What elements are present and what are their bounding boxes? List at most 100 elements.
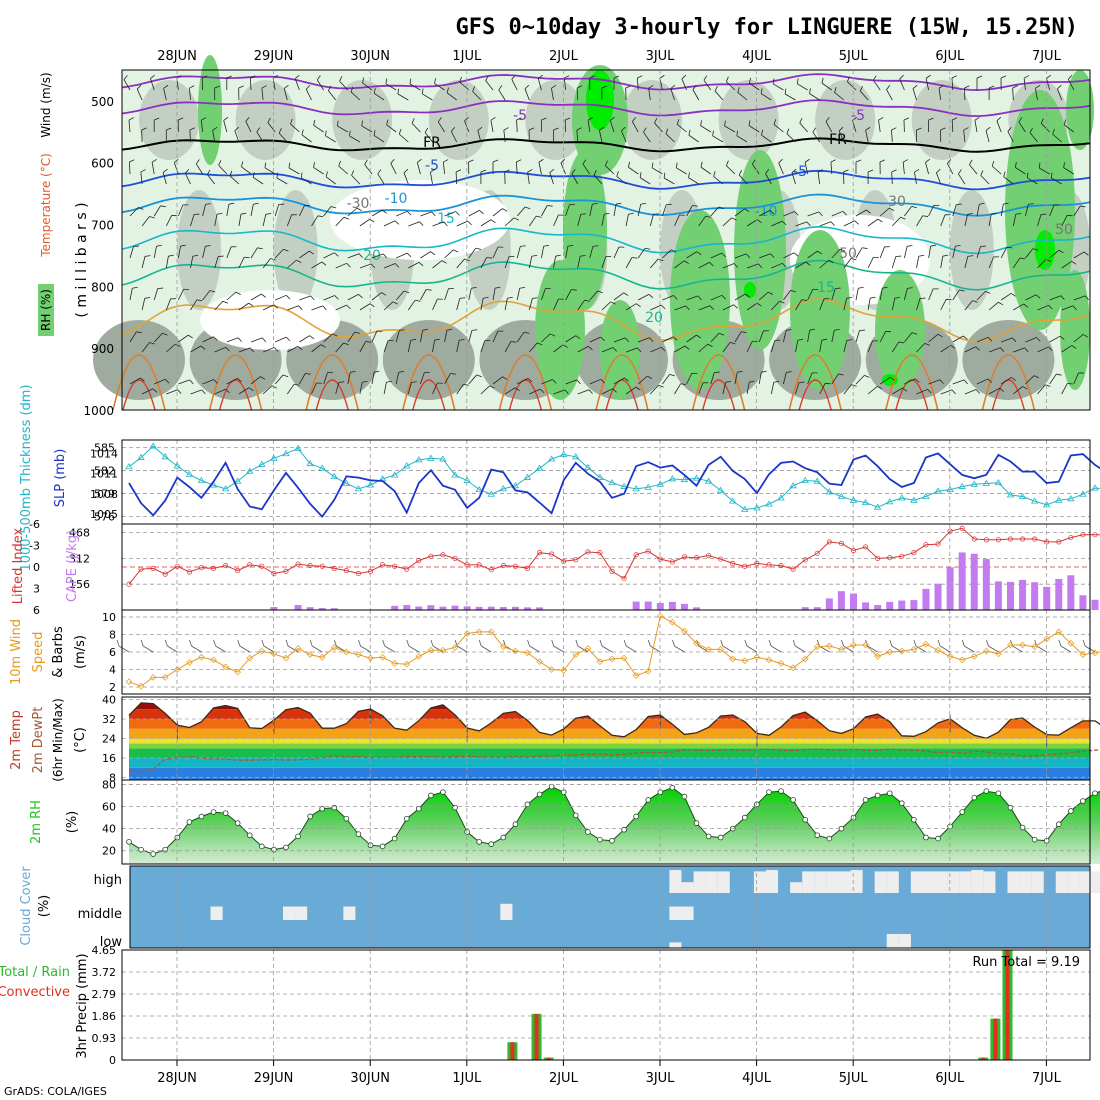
wind-barb-staff <box>335 382 340 395</box>
wind-barb-staff <box>710 252 722 259</box>
lifted-index-point <box>126 581 132 587</box>
thickness-point <box>596 473 604 480</box>
rh2m-unit-label: (%) <box>65 811 80 834</box>
wind-speed-point <box>330 644 338 651</box>
wind-barb-staff <box>625 303 637 311</box>
wind-barb-feather <box>672 336 678 341</box>
wind-barb-feather <box>305 84 311 90</box>
wind-barb-staff <box>698 262 710 269</box>
wind-barb-staff <box>373 135 385 143</box>
wind-barb-feather <box>779 300 785 304</box>
wind-barb-feather <box>1078 372 1084 374</box>
wind-barb-feather <box>418 262 424 267</box>
wind-barb-staff <box>226 337 239 343</box>
cape-bar <box>886 601 894 610</box>
wind-barb-feather <box>684 345 690 350</box>
wind-barb <box>804 158 810 175</box>
pressure-tick-label: 500 <box>91 95 114 109</box>
rh2m-point <box>162 846 169 853</box>
wind-barb-staff <box>150 78 155 91</box>
thickness-tick-label: 579 <box>94 487 115 500</box>
wind-barb-feather <box>859 85 864 92</box>
wind-barb <box>843 645 854 653</box>
wind-barb-staff <box>773 124 784 133</box>
wind-barb-staff <box>712 135 724 143</box>
wind-barb-staff <box>349 135 361 143</box>
isotherm-label: FR <box>829 132 847 148</box>
wind-barb-staff <box>916 215 924 227</box>
thickness-point <box>342 479 351 486</box>
wind-barb-staff <box>129 331 137 343</box>
wind-speed-point <box>958 656 966 664</box>
wind-barb-feather <box>547 205 553 207</box>
wind-barb <box>746 219 762 227</box>
wind-barb-staff <box>274 374 284 385</box>
wind-barb <box>351 170 361 185</box>
wind-barb-feather <box>162 332 168 336</box>
wind-barb <box>969 159 978 175</box>
wind-barb-feather <box>955 244 961 247</box>
rh-moist-plume <box>600 300 640 400</box>
cape-bar <box>644 601 652 610</box>
lifted-tick-label: -6 <box>29 518 40 531</box>
wind-barb-feather <box>430 169 436 173</box>
wind-barb-staff <box>1049 373 1057 385</box>
precip-tick-label: 4.65 <box>92 944 117 957</box>
wind-barb <box>250 337 267 343</box>
thickness-point <box>330 472 338 480</box>
wind-barb-feather <box>991 160 995 167</box>
wind-barb <box>420 371 430 385</box>
wind-barb-staff <box>670 88 675 101</box>
wind-barb <box>951 117 958 133</box>
wind-tick-label: 10 <box>102 611 116 624</box>
wind-barb-feather <box>797 338 804 341</box>
wind-barb <box>746 302 762 311</box>
wind-barb-feather <box>670 84 676 89</box>
wind-barb-staff <box>674 383 682 395</box>
wind-barb <box>650 384 664 395</box>
cape-tick-label: 468 <box>69 527 90 540</box>
wind-barb-staff <box>582 163 591 175</box>
wind-frame <box>121 609 1091 695</box>
wind-barb-feather <box>419 221 424 226</box>
lifted-index-point <box>150 565 156 571</box>
wind-barb <box>432 382 443 395</box>
wind-barb <box>444 328 453 343</box>
wind-barb-staff <box>262 304 275 311</box>
wind-barb-staff <box>403 172 409 185</box>
wind-barb-staff <box>859 90 869 101</box>
wind-barb <box>899 74 905 91</box>
wind-barb <box>516 245 526 259</box>
wind-barb-feather <box>468 159 474 163</box>
wind-barb-staff <box>411 123 421 133</box>
wind-barb <box>1049 373 1062 385</box>
thickness-point <box>716 486 725 493</box>
wind-barb <box>817 169 823 185</box>
thickness-point <box>584 463 592 470</box>
wind-barb <box>541 333 556 343</box>
wind-barb-staff <box>855 330 860 343</box>
wind-barb-feather <box>773 380 780 383</box>
wind-barb-staff <box>686 251 697 259</box>
wind-barb <box>153 117 160 132</box>
thickness-point <box>934 487 942 494</box>
cloud-cell <box>983 871 996 893</box>
wind-barb <box>914 169 920 185</box>
wind-barb-staff <box>339 80 349 91</box>
wind-barb-staff <box>407 299 416 311</box>
wind-barb-staff <box>1067 79 1075 91</box>
wind-barb-feather <box>386 119 389 125</box>
wind-barb-staff <box>867 257 874 269</box>
wind-barb-staff <box>834 92 845 101</box>
wind-barb-staff <box>952 289 960 301</box>
wind-barb <box>468 159 474 175</box>
wind-barb-staff <box>958 173 966 185</box>
lifted-index-point <box>319 563 325 569</box>
wind-barb <box>202 379 218 385</box>
wind-barb-feather <box>478 639 482 647</box>
wind-barb-feather <box>537 342 543 346</box>
wind-barb-staff <box>515 162 518 175</box>
wind-barb <box>189 85 195 101</box>
wind-speed-point <box>343 648 350 656</box>
lifted-index-point <box>186 569 192 575</box>
